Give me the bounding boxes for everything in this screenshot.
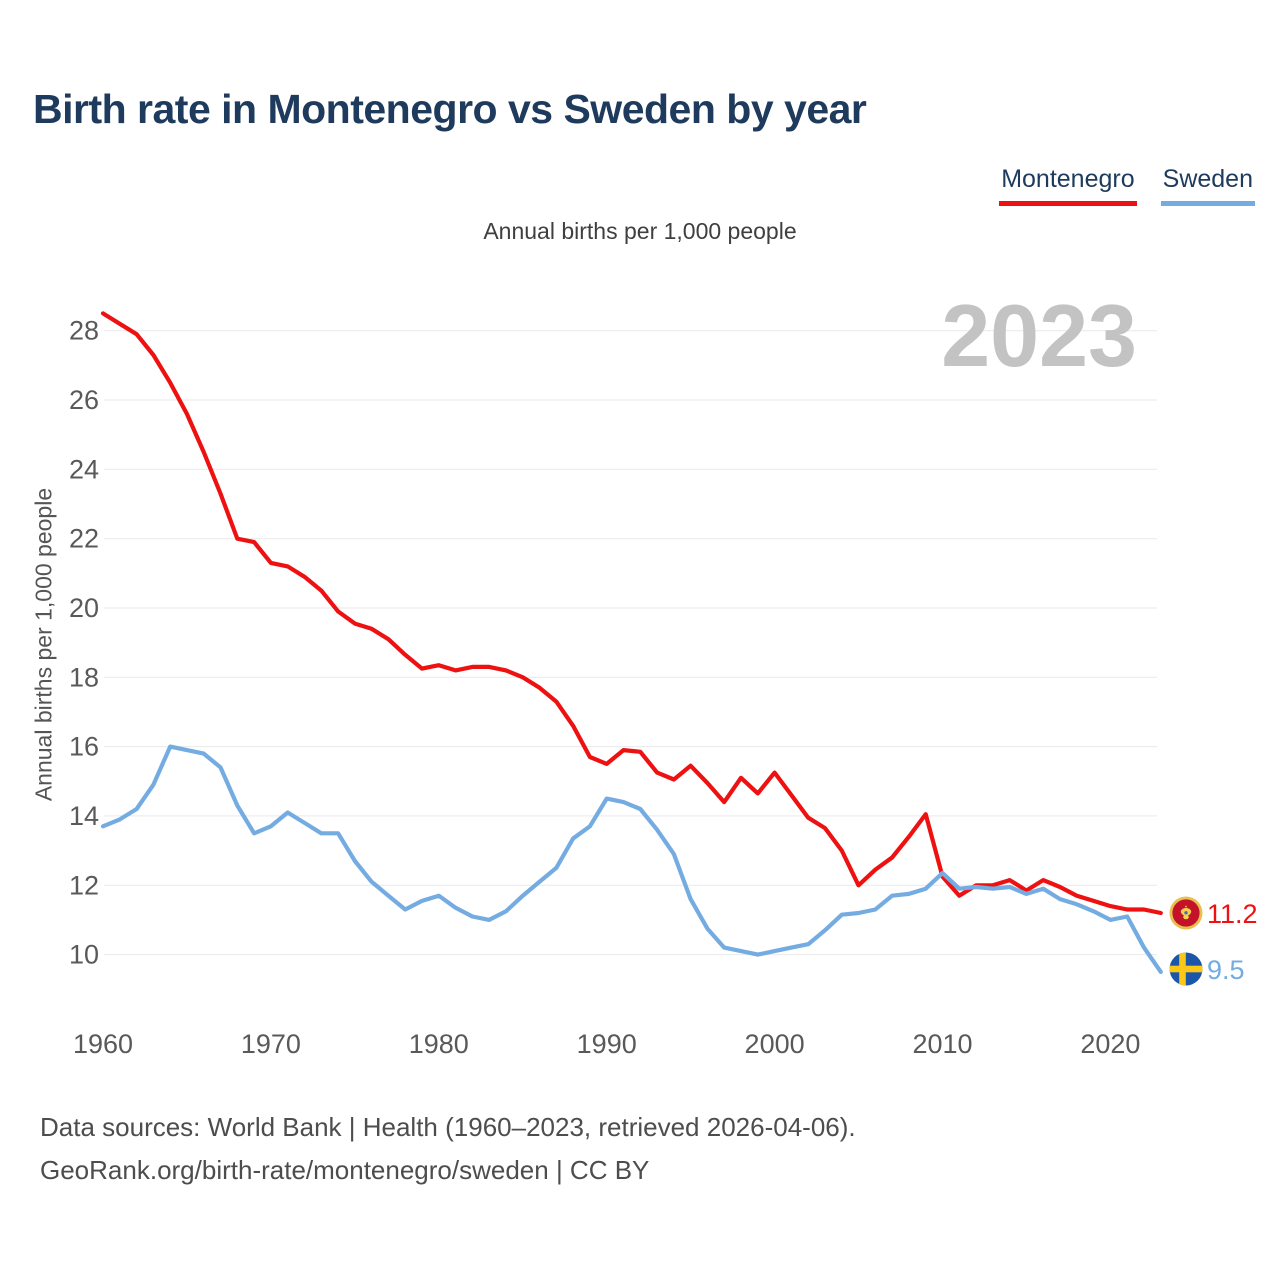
y-tick-label: 10 — [69, 940, 99, 970]
sweden-flag-icon — [1169, 952, 1203, 986]
legend-item-montenegro[interactable]: Montenegro — [999, 165, 1137, 206]
x-tick-label: 1960 — [73, 1029, 133, 1059]
chart-subtitle: Annual births per 1,000 people — [483, 218, 797, 244]
footer-attribution-line: GeoRank.org/birth-rate/montenegro/sweden… — [40, 1155, 650, 1185]
legend-label-montenegro: Montenegro — [1001, 165, 1135, 193]
x-tick-label: 1970 — [241, 1029, 301, 1059]
y-tick-label: 16 — [69, 732, 99, 762]
series-line-montenegro — [100, 311, 1163, 916]
legend-item-sweden[interactable]: Sweden — [1160, 165, 1255, 206]
footer: Data sources: World Bank | Health (1960–… — [40, 1106, 856, 1192]
y-tick-label: 28 — [69, 316, 99, 346]
end-value-sweden: 9.5 — [1207, 955, 1245, 985]
y-tick-label: 18 — [69, 662, 99, 692]
x-tick-label: 2020 — [1080, 1029, 1140, 1059]
y-tick-label: 24 — [69, 454, 99, 484]
x-tick-label: 2000 — [745, 1029, 805, 1059]
x-tick-label: 1990 — [577, 1029, 637, 1059]
y-tick-label: 14 — [69, 801, 99, 831]
y-tick-label: 12 — [69, 870, 99, 900]
y-tick-label: 20 — [69, 593, 99, 623]
series-lines — [100, 311, 1163, 975]
series-line-sweden — [100, 744, 1163, 975]
y-tick-label: 22 — [69, 524, 99, 554]
legend: Montenegro Sweden — [999, 165, 1255, 206]
chart-title: Birth rate in Montenegro vs Sweden by ye… — [33, 86, 867, 132]
grid-and-ticks: 10 12 14 16 18 20 22 24 26 28 1960 1970 1980 1990 2000… — [69, 316, 1157, 1059]
legend-label-sweden: Sweden — [1162, 165, 1253, 193]
y-tick-label: 26 — [69, 385, 99, 415]
x-tick-label: 2010 — [912, 1029, 972, 1059]
watermark-year: 2023 — [941, 286, 1137, 385]
end-value-montenegro: 11.2 — [1207, 899, 1258, 929]
x-tick-label: 1980 — [409, 1029, 469, 1059]
montenegro-flag-icon — [1169, 896, 1203, 930]
footer-sources-line: Data sources: World Bank | Health (1960–… — [40, 1112, 856, 1142]
